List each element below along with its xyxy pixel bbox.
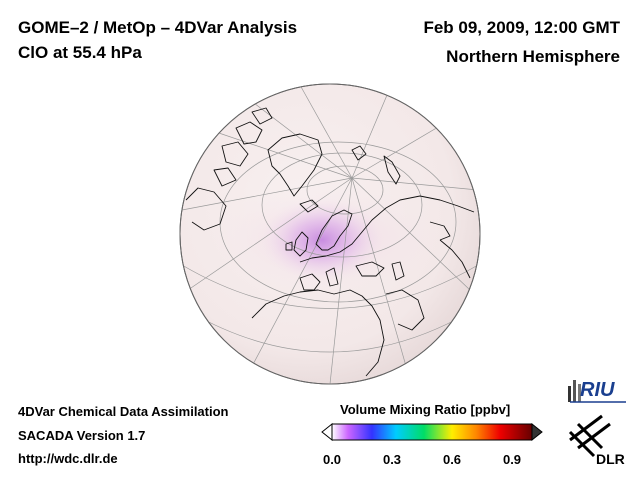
coastlines [185, 107, 475, 377]
map-title: GOME–2 / MetOp – 4DVar Analysis [18, 18, 298, 37]
footer-version-label: SACADA Version 1.7 [18, 428, 146, 443]
globe-map [179, 83, 481, 385]
colorbar-tick-label: 0.0 [322, 452, 342, 467]
dlr-logo: DLR [568, 414, 625, 467]
colorbar [321, 422, 543, 442]
colorbar-title: Volume Mixing Ratio [ppbv] [340, 402, 511, 417]
graticule [181, 84, 479, 384]
analysis-date: Feb 09, 2009, 12:00 GMT [423, 18, 620, 37]
svg-text:RIU: RIU [580, 379, 615, 401]
colorbar-tick-label: 0.9 [502, 452, 522, 467]
colorbar-min-arrow [321, 422, 333, 442]
footer-assimilation-label: 4DVar Chemical Data Assimilation [18, 404, 229, 419]
colorbar-max-arrow [531, 422, 543, 442]
colorbar-tick-label: 0.3 [382, 452, 402, 467]
footer-url-link[interactable]: http://wdc.dlr.de [18, 451, 118, 466]
clo-enhancement-region [260, 198, 384, 282]
svg-text:DLR: DLR [596, 451, 625, 467]
map-region: Northern Hemisphere [446, 47, 620, 66]
colorbar-tick-label: 0.6 [442, 452, 462, 467]
map-subtitle: ClO at 55.4 hPa [18, 43, 142, 62]
colorbar-gradient [331, 423, 533, 441]
riu-logo: RIU [568, 379, 626, 403]
